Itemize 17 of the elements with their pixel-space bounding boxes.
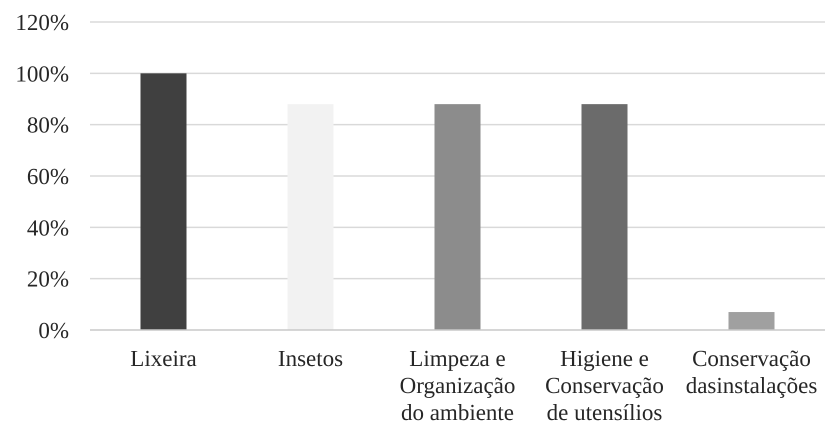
bar	[434, 104, 481, 330]
x-tick-label: Limpeza e Organização do ambiente	[400, 346, 516, 425]
y-tick-label: 100%	[15, 61, 69, 86]
y-tick-label: 80%	[26, 112, 69, 138]
bar	[287, 104, 334, 330]
bar	[728, 312, 775, 330]
x-tick-label: Lixeira	[130, 346, 197, 371]
x-tick-label: Higiene e Conservação de utensílios	[545, 346, 664, 425]
bar	[581, 104, 628, 330]
y-tick-label: 120%	[15, 10, 69, 36]
y-tick-label: 60%	[26, 164, 69, 190]
bar	[140, 73, 187, 330]
y-tick-label: 0%	[38, 318, 69, 344]
y-tick-label: 20%	[26, 266, 69, 292]
y-tick-label: 40%	[26, 215, 69, 240]
x-tick-label: Conservação dasinstalações	[686, 346, 818, 398]
x-tick-label: Insetos	[278, 346, 344, 371]
